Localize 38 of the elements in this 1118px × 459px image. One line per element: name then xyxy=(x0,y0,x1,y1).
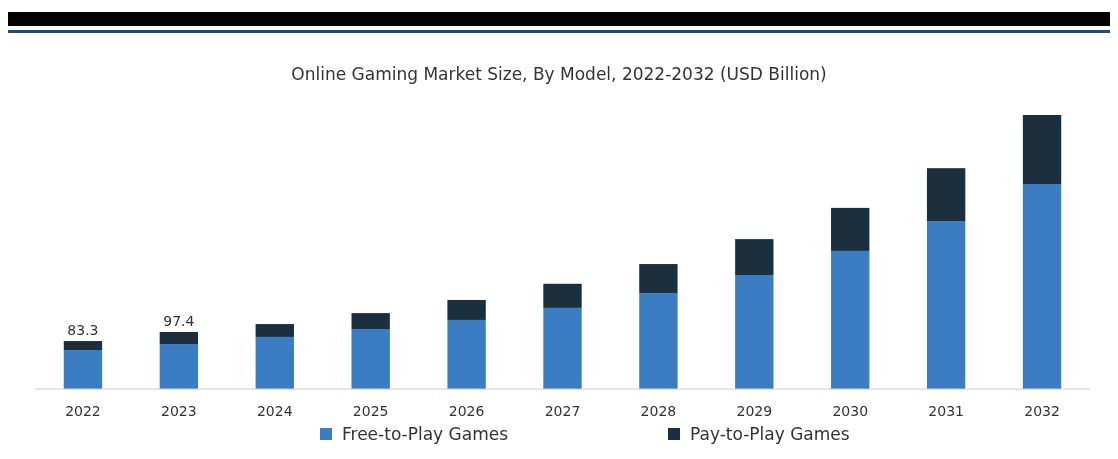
x-tick-label: 2025 xyxy=(352,403,389,419)
bar xyxy=(735,275,774,389)
bar xyxy=(255,336,294,389)
x-tick-label: 2031 xyxy=(928,403,964,419)
x-tick-label: 2032 xyxy=(1024,403,1060,419)
bar xyxy=(831,207,870,251)
bar xyxy=(543,283,582,308)
bar xyxy=(63,341,103,351)
legend-label: Free-to-Play Games xyxy=(342,424,509,444)
x-tick-label: 2030 xyxy=(832,403,869,419)
bar xyxy=(63,350,103,389)
bar xyxy=(926,221,966,389)
bar xyxy=(447,299,486,320)
bar xyxy=(351,313,390,329)
bar xyxy=(543,307,582,389)
bar xyxy=(639,293,678,389)
bar xyxy=(255,324,294,337)
bar xyxy=(735,239,774,276)
bar xyxy=(159,344,199,389)
bar xyxy=(639,264,678,294)
bar xyxy=(926,168,966,222)
bar xyxy=(447,319,486,389)
bar xyxy=(159,332,199,345)
legend-label: Pay-to-Play Games xyxy=(690,424,850,444)
annotation: 97.4 xyxy=(163,313,195,330)
x-tick-label: 2023 xyxy=(161,403,197,419)
x-tick-label: 2027 xyxy=(544,403,581,419)
bar xyxy=(1022,184,1062,389)
x-tick-label: 2024 xyxy=(256,403,293,419)
chart-title: Online Gaming Market Size, By Model, 2022-2032 (USD Billion) xyxy=(291,64,827,84)
bar xyxy=(1022,115,1062,185)
x-tick-label: 2022 xyxy=(65,403,101,419)
bar xyxy=(831,250,870,389)
x-tick-label: 2029 xyxy=(736,403,773,419)
x-tick-label: 2028 xyxy=(640,403,677,419)
annotation: 83.3 xyxy=(67,322,99,339)
x-tick-label: 2026 xyxy=(448,403,485,419)
bar xyxy=(351,328,390,389)
